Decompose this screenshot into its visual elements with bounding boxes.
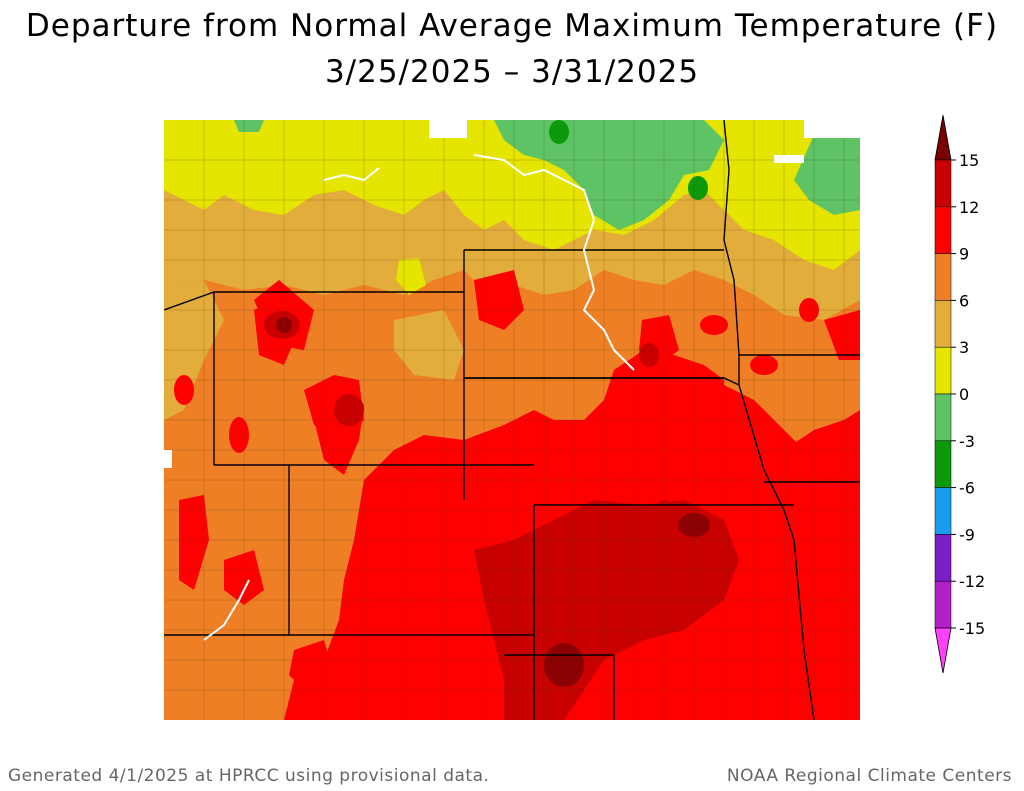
zone-9-12-d [824, 310, 860, 360]
color-legend: 15 12 9 6 3 0 -3 -6 -9 -12 -15 [925, 114, 1020, 685]
legend-band-bottom [934, 627, 952, 674]
legend-tick-label: -12 [959, 572, 985, 591]
zone-9-12-e [174, 375, 194, 405]
legend-tick-label: -9 [959, 525, 975, 544]
map-date-range: 3/25/2025 – 3/31/2025 [324, 54, 700, 90]
legend-tick-label: 12 [959, 198, 979, 217]
rivers [203, 154, 635, 641]
legend-band-top [934, 114, 952, 161]
temperature-departure-map [164, 120, 860, 720]
legend-tick-label: -15 [959, 619, 985, 638]
zone-9-12-f [229, 417, 249, 453]
legend-band [934, 487, 952, 535]
water-body-4 [804, 120, 860, 138]
zone-neg3-0-ne [794, 135, 860, 215]
zone-neg6-neg3-a [549, 120, 569, 144]
legend-tick-label: -6 [959, 479, 975, 498]
river-1 [473, 154, 635, 371]
zone-15plus-a [544, 643, 584, 687]
legend-band [934, 253, 952, 301]
legend-band [934, 440, 952, 488]
zone-0-3-spot [396, 258, 426, 295]
zone-9-12-g [482, 285, 506, 305]
legend-band [934, 159, 952, 208]
state-line-3 [164, 291, 215, 465]
legend-tick-label: -3 [959, 432, 975, 451]
zone-9-12-central [584, 350, 724, 430]
state-line-6 [464, 377, 740, 386]
water-body-2 [164, 450, 172, 468]
river-2 [323, 167, 380, 182]
footer-source: NOAA Regional Climate Centers [726, 766, 1012, 786]
zone-neg6-neg3-b [688, 176, 708, 200]
legend-tick-label: 3 [959, 338, 969, 357]
zone-12-15-e [639, 343, 659, 367]
zone-3-6-mid [394, 310, 464, 380]
zone-9-12-h [750, 355, 778, 375]
legend-band [934, 346, 952, 395]
zone-12-15-d [334, 394, 364, 426]
county-grid [164, 120, 860, 720]
legend-tick-label: 15 [959, 151, 979, 170]
legend-tick-label: 9 [959, 245, 969, 264]
state-boundaries [164, 120, 860, 720]
legend-tick-label: 6 [959, 291, 969, 310]
zone-9-12-east [784, 410, 860, 520]
zone-neg3-0-north [494, 120, 724, 230]
zone-9-12-j [700, 315, 728, 335]
legend-band [934, 300, 952, 348]
legend-band [934, 534, 952, 582]
legend-tick-label: 0 [959, 385, 969, 404]
legend-band [934, 393, 952, 442]
state-line-16 [793, 539, 815, 720]
zone-neg3-0-nw [234, 120, 264, 132]
water-body-3 [774, 155, 804, 163]
legend-band [934, 580, 952, 629]
river-3 [203, 579, 250, 641]
footer-generated-note: Generated 4/1/2025 at HPRCC using provis… [8, 766, 490, 786]
legend-band [934, 206, 952, 254]
map-title: Departure from Normal Average Maximum Te… [25, 8, 999, 44]
water-body-1 [429, 120, 467, 138]
zone-9-12-sw2 [289, 640, 334, 690]
zone-9-12-far-west [179, 495, 209, 590]
